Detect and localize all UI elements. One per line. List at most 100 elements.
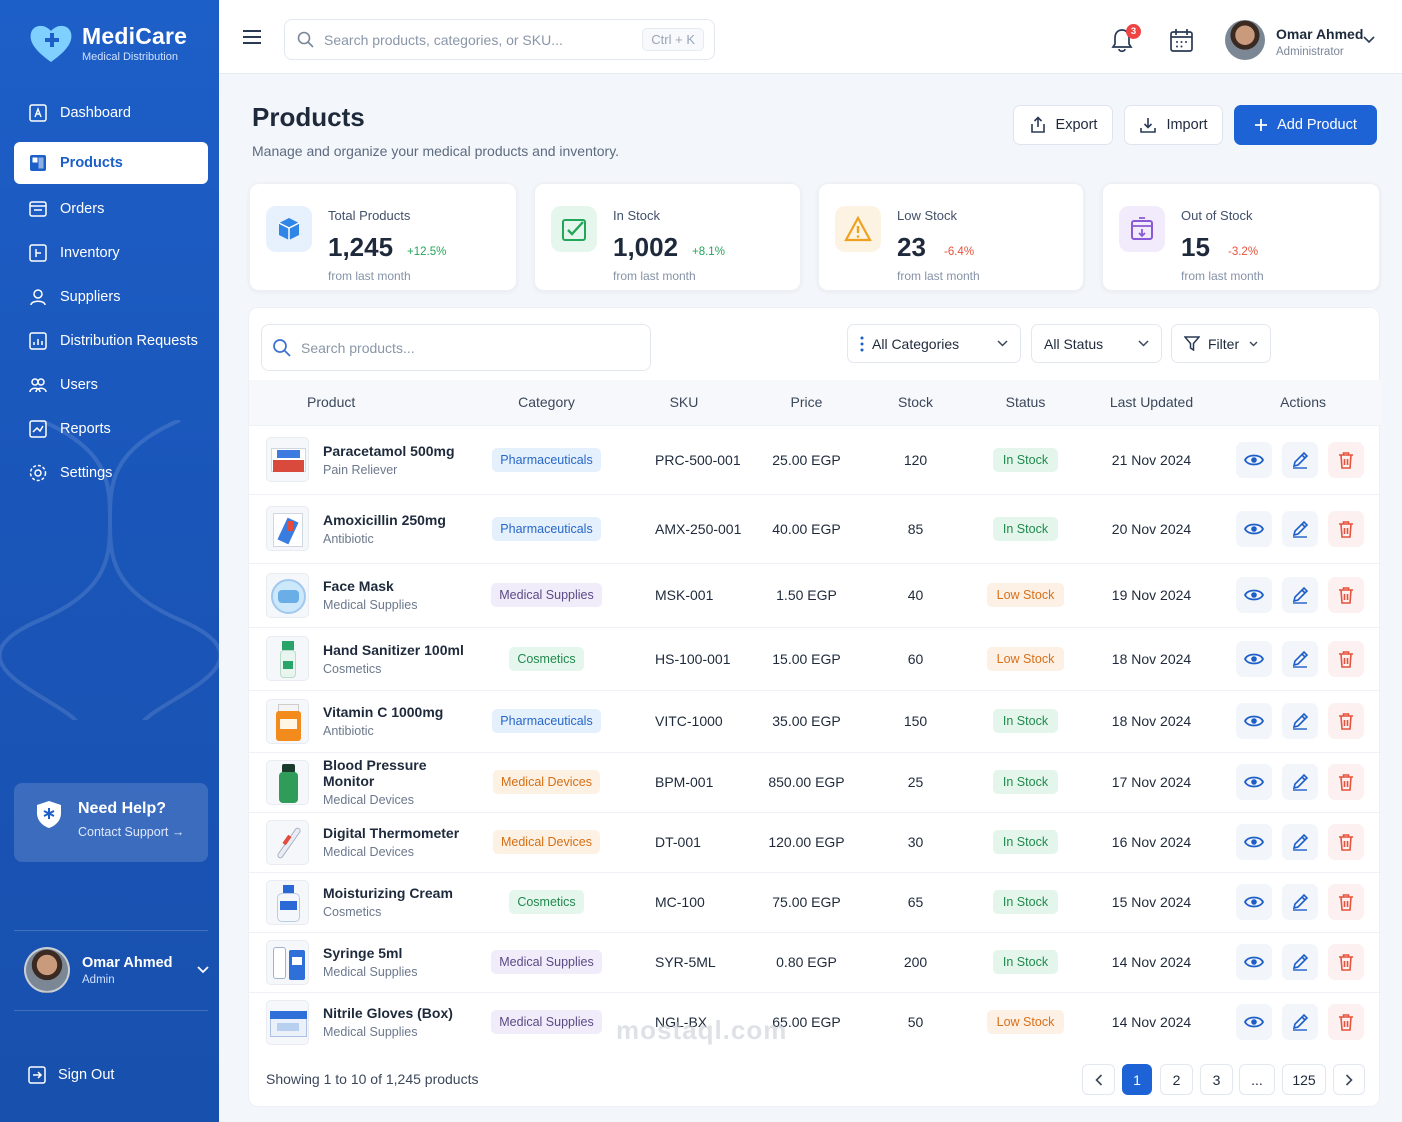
avatar[interactable] [1225, 20, 1265, 60]
view-button[interactable] [1236, 640, 1272, 677]
edit-button[interactable] [1282, 824, 1318, 860]
stat-card-out-of-stock[interactable]: Out of Stock 15 -3.2% from last month [1102, 183, 1380, 291]
row-actions [1224, 441, 1381, 478]
edit-button[interactable] [1282, 640, 1318, 677]
page-button[interactable]: 3 [1200, 1064, 1233, 1095]
chevron-down-icon[interactable] [1363, 36, 1375, 44]
edit-button[interactable] [1282, 510, 1318, 547]
delete-button[interactable] [1328, 764, 1364, 800]
view-button[interactable] [1236, 824, 1272, 860]
view-button[interactable] [1236, 764, 1272, 800]
table-row[interactable]: Amoxicillin 250mg Antibiotic Pharmaceuti… [249, 493, 1381, 563]
sidebar-item-users[interactable]: Users [14, 364, 208, 406]
table-row[interactable]: Blood Pressure Monitor Medical Devices M… [249, 751, 1381, 812]
export-button[interactable]: Export [1013, 105, 1113, 145]
table-row[interactable]: Moisturizing Cream Cosmetics Cosmetics M… [249, 871, 1381, 932]
page-subtitle: Manage and organize your medical product… [252, 143, 620, 159]
column-header-stock[interactable]: Stock [897, 394, 933, 411]
delete-button[interactable] [1328, 1004, 1364, 1041]
sidebar-item-dashboard[interactable]: Dashboard [14, 92, 208, 134]
stat-card-low-stock[interactable]: Low Stock 23 -6.4% from last month [818, 183, 1084, 291]
product-cell[interactable]: Amoxicillin 250mg Antibiotic [249, 506, 479, 551]
column-header-category[interactable]: Category [518, 394, 575, 411]
view-button[interactable] [1236, 577, 1272, 613]
sign-out-button[interactable]: Sign Out [28, 1066, 114, 1084]
sidebar-item-settings[interactable]: Settings [14, 452, 208, 494]
table-row[interactable]: Vitamin C 1000mg Antibiotic Pharmaceutic… [249, 689, 1381, 752]
table-row[interactable]: Face Mask Medical Supplies Medical Suppl… [249, 562, 1381, 627]
delete-button[interactable] [1328, 824, 1364, 860]
product-cell[interactable]: Nitrile Gloves (Box) Medical Supplies [249, 999, 479, 1045]
calendar-icon[interactable] [1169, 28, 1194, 53]
product-cell[interactable]: Vitamin C 1000mg Antibiotic [249, 698, 479, 744]
column-header-last-updated[interactable]: Last Updated [1109, 394, 1194, 411]
product-cell[interactable]: Hand Sanitizer 100ml Cosmetics [249, 636, 479, 681]
column-header-sku[interactable]: SKU [669, 394, 699, 411]
edit-button[interactable] [1282, 441, 1318, 478]
product-cell[interactable]: Paracetamol 500mg Pain Reliever [249, 437, 479, 482]
sidebar-item-suppliers[interactable]: Suppliers [14, 276, 208, 318]
stock-cell: 200 [859, 931, 972, 992]
delete-button[interactable] [1328, 640, 1364, 677]
table-row[interactable]: Hand Sanitizer 100ml Cosmetics Cosmetics… [249, 626, 1381, 690]
delete-button[interactable] [1328, 884, 1364, 920]
global-search[interactable]: Search products, categories, or SKU... C… [284, 19, 715, 60]
sidebar-item-inventory[interactable]: Inventory [14, 232, 208, 274]
help-card[interactable]: Need Help? Contact Support → [14, 783, 208, 862]
product-cell[interactable]: Digital Thermometer Medical Devices [249, 819, 479, 865]
product-cell[interactable]: Syringe 5ml Medical Supplies [249, 939, 479, 985]
delete-button[interactable] [1328, 703, 1364, 739]
topbar-user[interactable]: Omar Ahmed Administrator [1276, 26, 1363, 58]
sidebar-item-reports[interactable]: Reports [14, 408, 208, 450]
view-button[interactable] [1236, 441, 1272, 478]
table-row[interactable]: Syringe 5ml Medical Supplies Medical Sup… [249, 931, 1381, 992]
sidebar-user[interactable]: Omar Ahmed Admin [24, 947, 209, 993]
stat-card-total-products[interactable]: Total Products 1,245 +12.5% from last mo… [249, 183, 517, 291]
edit-button[interactable] [1282, 577, 1318, 613]
sidebar-item-distribution-requests[interactable]: Distribution Requests [14, 320, 208, 362]
page-button[interactable]: 2 [1160, 1064, 1193, 1095]
next-page-button[interactable] [1333, 1064, 1365, 1095]
view-button[interactable] [1236, 944, 1272, 980]
filter-button[interactable]: Filter [1171, 324, 1271, 363]
page-button[interactable]: ... [1239, 1064, 1275, 1095]
edit-button[interactable] [1282, 884, 1318, 920]
table-row[interactable]: Digital Thermometer Medical Devices Medi… [249, 811, 1381, 872]
column-header-price[interactable]: Price [790, 394, 823, 411]
column-header-status[interactable]: Status [1005, 394, 1046, 411]
edit-button[interactable] [1282, 703, 1318, 739]
delete-button[interactable] [1328, 441, 1364, 478]
add-product-button[interactable]: Add Product [1234, 105, 1377, 145]
view-button[interactable] [1236, 703, 1272, 739]
table-row[interactable]: Nitrile Gloves (Box) Medical Supplies Me… [249, 991, 1381, 1052]
page-button[interactable]: 125 [1282, 1064, 1326, 1095]
product-search[interactable]: Search products... [261, 324, 651, 371]
table-row[interactable]: Paracetamol 500mg Pain Reliever Pharmace… [249, 424, 1381, 494]
stat-card-in-stock[interactable]: In Stock 1,002 +8.1% from last month [534, 183, 801, 291]
column-header-product[interactable]: Product [307, 394, 356, 411]
category-select[interactable]: All Categories [847, 324, 1021, 363]
contact-support-link[interactable]: Contact Support → [78, 825, 184, 839]
edit-button[interactable] [1282, 944, 1318, 980]
delete-button[interactable] [1328, 510, 1364, 547]
product-cell[interactable]: Blood Pressure Monitor Medical Devices [249, 757, 479, 807]
sidebar-item-products[interactable]: Products [14, 142, 208, 184]
brand-logo[interactable]: MediCare Medical Distribution [28, 22, 187, 64]
global-search-input[interactable]: Search products, categories, or SKU... [324, 31, 563, 48]
edit-button[interactable] [1282, 764, 1318, 800]
status-select[interactable]: All Status [1031, 324, 1162, 363]
view-button[interactable] [1236, 510, 1272, 547]
product-cell[interactable]: Face Mask Medical Supplies [249, 572, 479, 618]
product-search-input[interactable]: Search products... [301, 339, 415, 356]
prev-page-button[interactable] [1082, 1064, 1115, 1095]
view-button[interactable] [1236, 884, 1272, 920]
edit-button[interactable] [1282, 1004, 1318, 1041]
delete-button[interactable] [1328, 944, 1364, 980]
sidebar-item-orders[interactable]: Orders [14, 188, 208, 230]
import-button[interactable]: Import [1124, 105, 1223, 145]
page-button[interactable]: 1 [1122, 1064, 1152, 1095]
product-cell[interactable]: Moisturizing Cream Cosmetics [249, 879, 479, 925]
menu-icon[interactable] [243, 30, 261, 44]
view-button[interactable] [1236, 1004, 1272, 1041]
delete-button[interactable] [1328, 577, 1364, 613]
